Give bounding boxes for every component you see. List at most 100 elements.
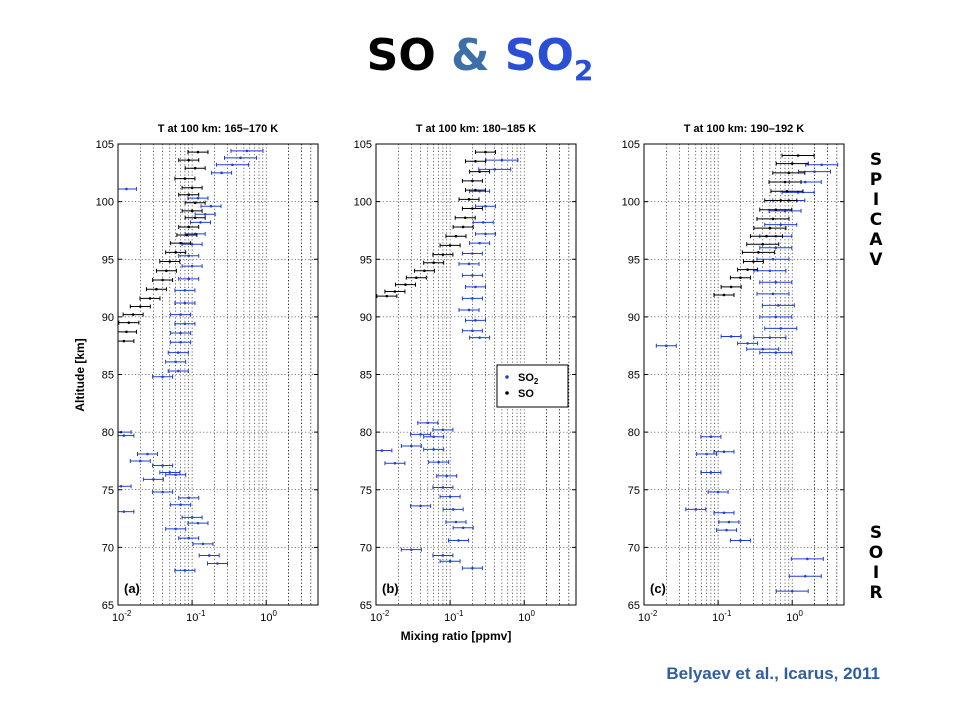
y-axis-label: Altitude [km]	[73, 338, 87, 411]
data-point	[419, 504, 422, 508]
y-tick-label: 85	[360, 370, 372, 382]
data-point	[209, 204, 213, 208]
data-point	[783, 180, 787, 184]
y-tick-label: 70	[628, 542, 640, 554]
x-tick-label: 10-1	[186, 609, 206, 624]
data-point	[722, 293, 726, 297]
data-point	[774, 246, 778, 250]
data-point	[410, 548, 413, 551]
data-point	[471, 179, 474, 183]
data-point	[432, 261, 435, 265]
data-point	[757, 251, 760, 254]
data-point	[196, 150, 200, 154]
data-point	[187, 193, 191, 197]
data-point	[168, 260, 172, 263]
panel-b: 65 70 75 80 85 90 95 100 105 10-2 10-1 100 T at 100 …	[354, 123, 577, 624]
data-point	[471, 274, 474, 277]
data-point	[467, 262, 471, 266]
data-point	[471, 566, 474, 570]
data-point	[779, 199, 783, 202]
data-point	[148, 297, 152, 300]
data-point	[774, 208, 778, 211]
data-point	[179, 241, 182, 245]
y-tick-label: 90	[628, 312, 640, 324]
data-point	[196, 196, 200, 200]
y-tick-label: 100	[354, 197, 372, 209]
data-point	[393, 461, 397, 465]
data-point	[193, 201, 197, 205]
data-point	[454, 520, 458, 524]
data-point	[813, 170, 816, 173]
side-letter: I	[872, 563, 880, 583]
data-point	[155, 287, 158, 291]
data-point	[415, 276, 418, 279]
data-point	[787, 171, 791, 175]
data-point	[820, 163, 823, 167]
data-point	[179, 313, 182, 316]
data-point	[796, 191, 800, 194]
data-point	[193, 166, 197, 170]
panel-title: T at 100 km: 165–170 K	[158, 123, 279, 135]
data-point	[481, 221, 485, 224]
data-point	[471, 297, 474, 300]
data-point	[161, 375, 164, 379]
y-tick-label: 80	[102, 427, 114, 439]
data-point	[500, 158, 504, 162]
data-point	[467, 198, 471, 201]
data-point	[771, 257, 775, 261]
data-point	[187, 254, 191, 258]
panel-label: (b)	[382, 581, 399, 596]
data-point	[729, 335, 733, 338]
y-tick-label: 80	[360, 427, 372, 439]
data-point	[432, 435, 435, 439]
data-point	[423, 269, 426, 273]
legend-label: SO	[518, 388, 534, 400]
data-point	[168, 471, 172, 474]
data-point	[722, 450, 726, 454]
legend: SO2 SO	[496, 364, 569, 408]
side-letter: R	[869, 583, 883, 603]
data-point	[187, 277, 191, 281]
data-point	[739, 539, 742, 542]
data-point	[165, 269, 168, 273]
side-letter: A	[869, 230, 883, 250]
data-point	[176, 369, 180, 373]
data-point	[196, 521, 200, 525]
data-point	[806, 557, 809, 561]
data-point	[746, 268, 749, 271]
x-axis-label: Mixing ratio [ppmv]	[401, 629, 512, 643]
data-point	[174, 473, 177, 477]
data-point	[484, 150, 487, 154]
data-point	[716, 490, 720, 494]
data-point	[216, 562, 219, 565]
data-point	[183, 569, 187, 572]
data-point	[725, 528, 728, 532]
data-point	[474, 319, 477, 322]
data-point	[161, 464, 164, 467]
data-point	[709, 471, 713, 474]
x-tick-label: 10-2	[638, 609, 658, 624]
y-tick-label: 105	[354, 139, 372, 151]
side-letter: S	[869, 523, 883, 543]
side-letter: I	[872, 190, 880, 210]
data-point	[765, 234, 768, 238]
data-point	[437, 460, 440, 464]
y-tick-label: 100	[622, 197, 640, 209]
data-point	[790, 589, 794, 593]
data-point	[451, 508, 455, 511]
data-point	[122, 510, 126, 513]
data-point	[761, 347, 765, 351]
y-tick-label: 90	[102, 312, 114, 324]
data-point	[190, 264, 194, 268]
title-so2-base: SO	[504, 30, 574, 81]
data-point	[380, 449, 384, 452]
data-point	[183, 289, 187, 292]
data-point	[729, 285, 733, 289]
y-tick-label: 70	[360, 542, 372, 554]
x-tick-label: 10-1	[444, 609, 464, 624]
title-so: SO	[366, 30, 436, 81]
y-tick-label: 95	[102, 254, 114, 266]
y-tick-label: 75	[102, 485, 114, 497]
data-point	[183, 177, 187, 180]
